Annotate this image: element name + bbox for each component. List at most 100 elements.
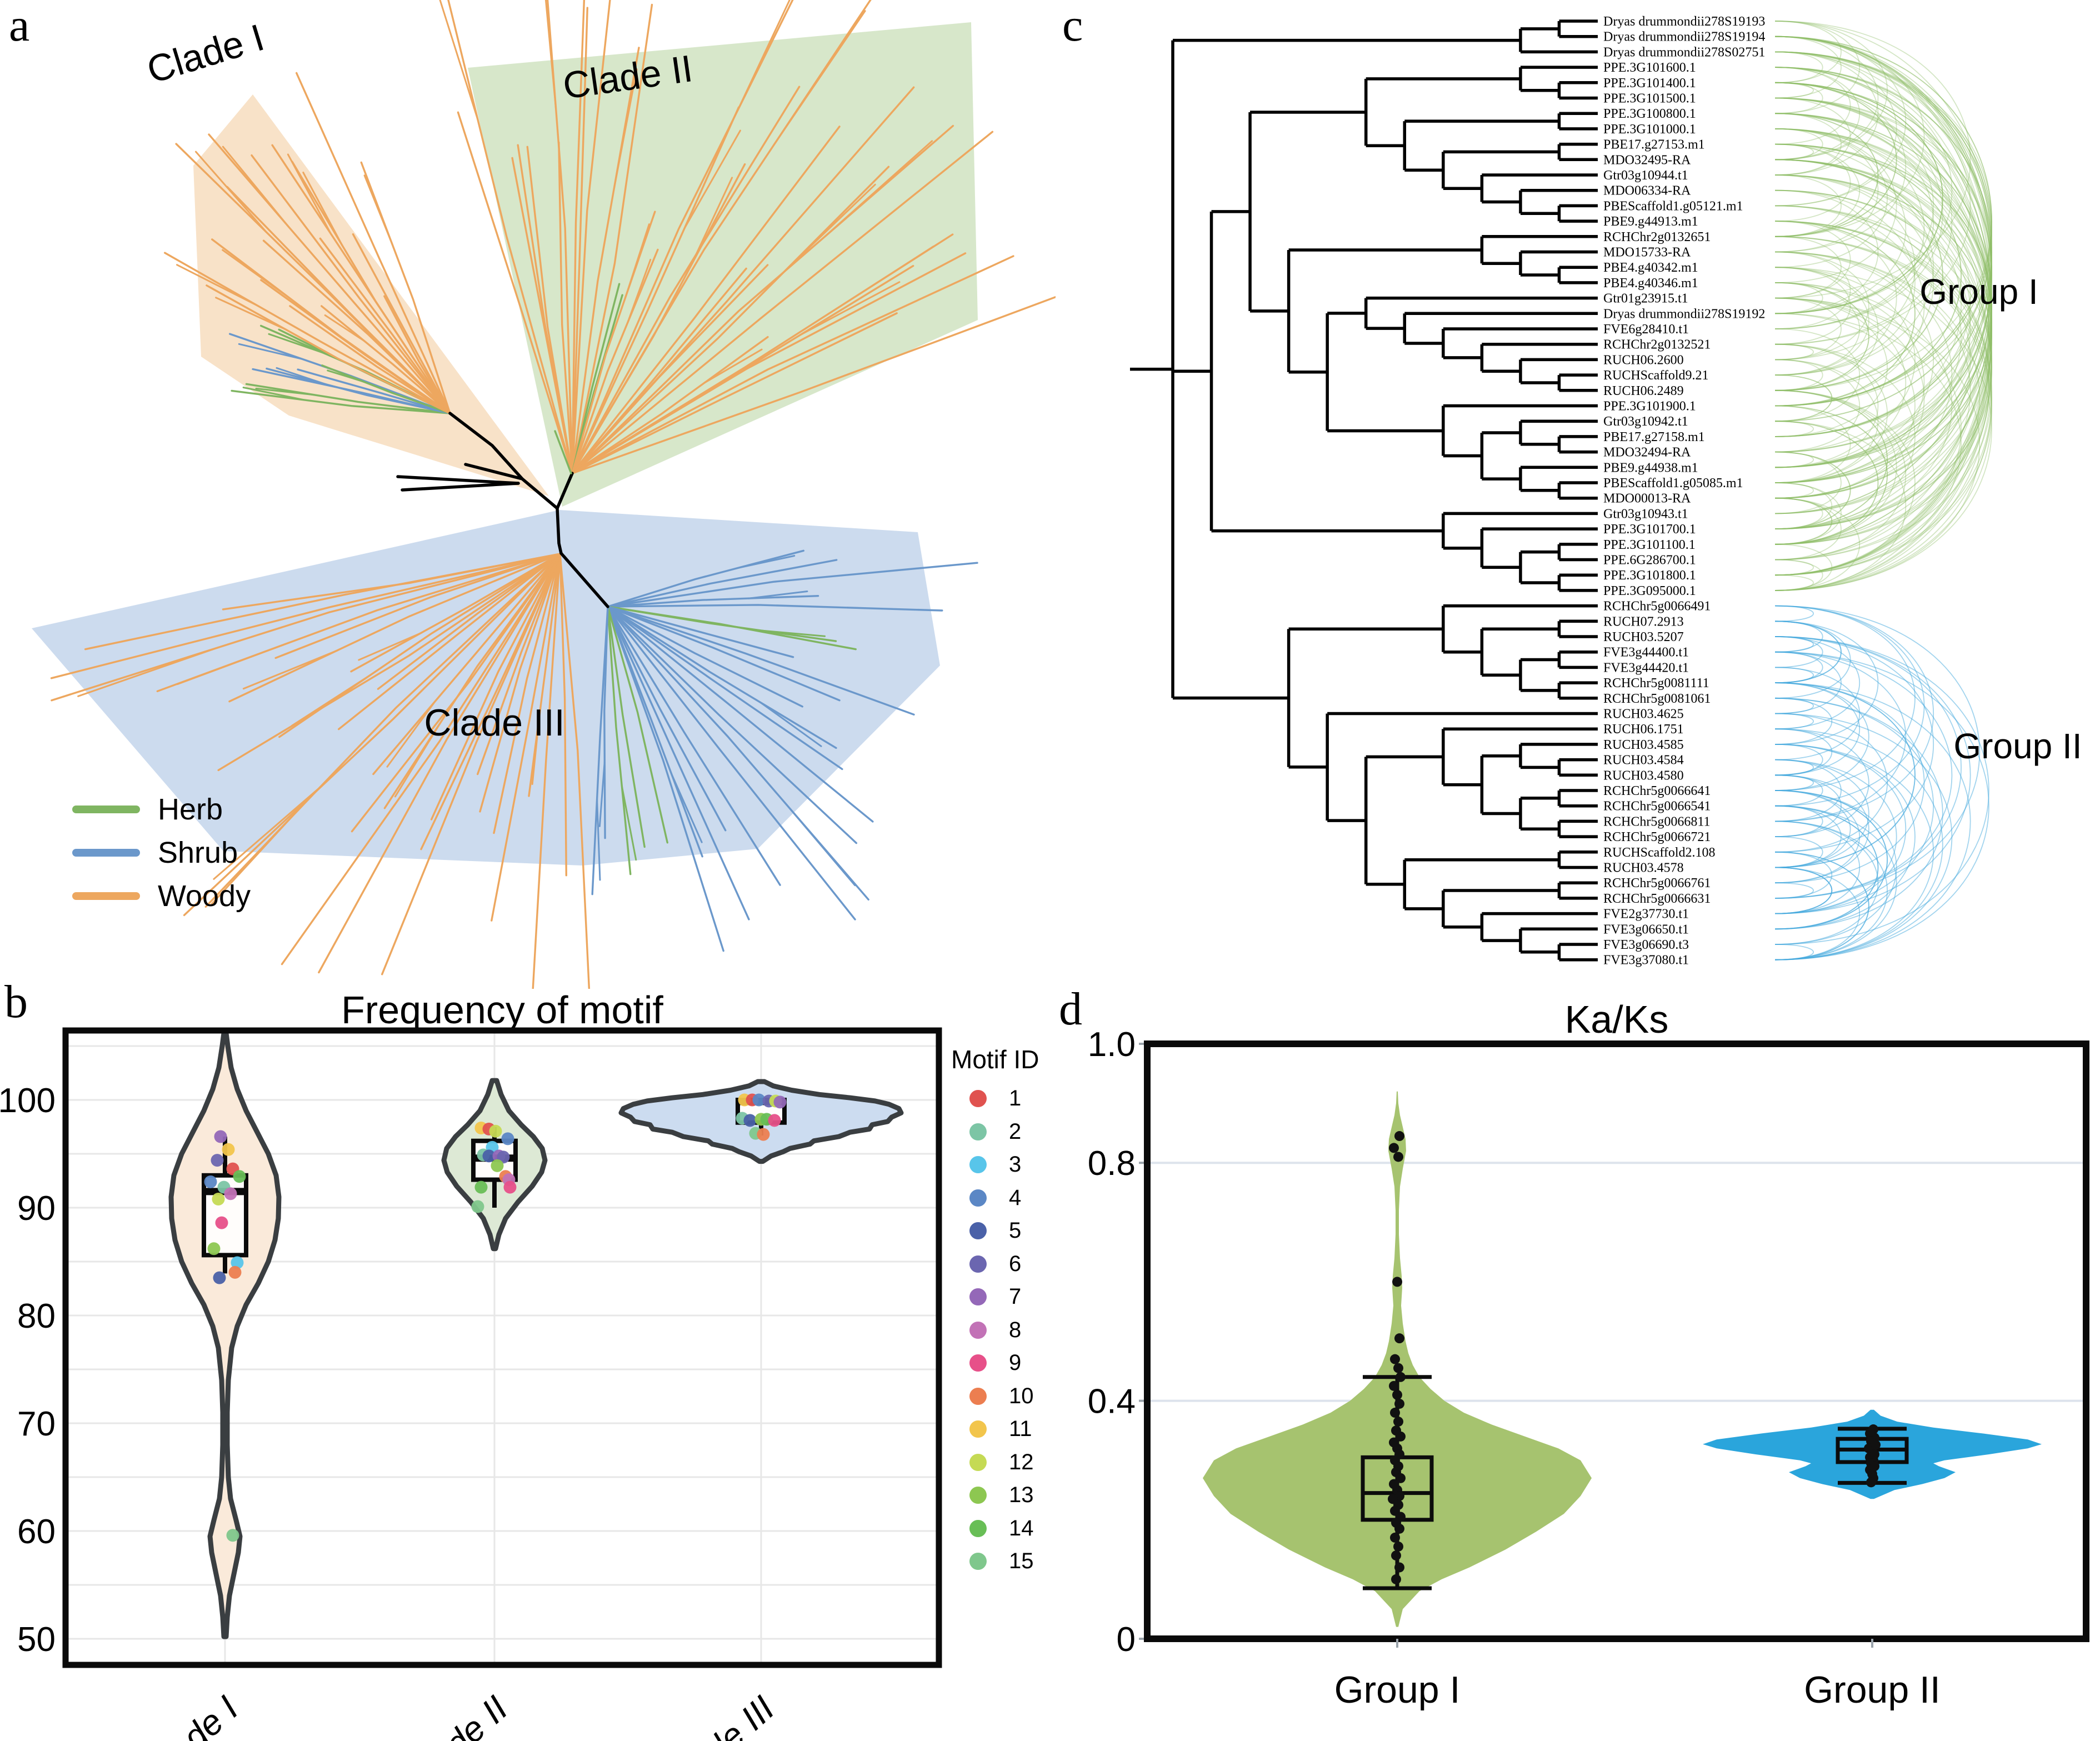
synteny-arc <box>1774 174 1962 437</box>
tree-branch <box>571 283 621 474</box>
synteny-arc <box>1774 36 1992 576</box>
legend-item-label: Woody <box>158 879 251 913</box>
motif-point <box>482 1149 496 1163</box>
backbone-branch <box>556 507 563 555</box>
motif-point <box>757 1128 770 1141</box>
data-point <box>1394 1333 1404 1344</box>
gene-label: RCHChr5g0066631 <box>1603 892 1711 906</box>
synteny-arc <box>1774 82 1943 314</box>
synteny-arc <box>1774 282 1953 529</box>
tree-branch <box>607 606 724 952</box>
synteny-arc <box>1774 651 1953 899</box>
tree-twig <box>703 348 763 384</box>
motif-id-label: 2 <box>1009 1119 1022 1144</box>
synteny-arc <box>1774 574 1814 591</box>
synteny-arc <box>1774 605 1980 899</box>
y-tick-label: 100 <box>0 1082 56 1120</box>
data-point <box>1390 1408 1400 1418</box>
tree-twig <box>324 314 366 342</box>
motif-id-label: 12 <box>1009 1449 1034 1474</box>
synteny-arc <box>1774 36 1925 237</box>
motif-point <box>233 1170 246 1183</box>
synteny-arc <box>1774 251 1869 361</box>
synteny-arc <box>1774 667 1814 683</box>
synteny-arc <box>1774 189 1971 468</box>
synteny-arc <box>1774 67 1992 591</box>
synteny-arc <box>1774 821 1888 960</box>
synteny-arc <box>1774 174 1989 483</box>
herb-line-swatch <box>72 806 140 813</box>
synteny-arc <box>1774 67 1861 161</box>
motif-legend-item: 12 <box>969 1450 1034 1475</box>
synteny-arc <box>1774 174 1971 453</box>
tree-branch <box>571 312 898 474</box>
tree-branch <box>350 553 561 673</box>
gene-label: FVE3g06650.t1 <box>1603 922 1689 937</box>
synteny-arc <box>1774 867 1861 960</box>
tree-branch <box>571 248 659 474</box>
synteny-arc <box>1774 51 1992 407</box>
synteny-arc <box>1774 297 1980 591</box>
synteny-arc <box>1774 159 1934 376</box>
gene-label: RUCHScaffold2.108 <box>1603 846 1716 860</box>
tree-branch <box>571 0 586 474</box>
tree-branch <box>296 72 451 414</box>
synteny-arc <box>1774 97 1992 514</box>
synteny-arc <box>1774 82 1992 468</box>
synteny-arc <box>1774 189 1992 529</box>
tree-twig <box>800 281 901 336</box>
tree-branch <box>591 606 609 895</box>
group-i-label: Group I <box>1919 272 2038 312</box>
synteny-arc <box>1774 343 1879 468</box>
motif-id-label: 7 <box>1009 1284 1022 1309</box>
synteny-arc <box>1774 36 1992 407</box>
synteny-arc <box>1774 282 1823 314</box>
data-point <box>1390 1532 1400 1543</box>
gene-label: MDO15733-RA <box>1603 246 1691 260</box>
synteny-arc <box>1774 636 1934 853</box>
synteny-arc <box>1774 697 1832 745</box>
synteny-arc <box>1774 374 1832 422</box>
y-tick-label: 80 <box>17 1297 56 1335</box>
tree-branch <box>318 553 561 974</box>
tree-branch <box>372 553 561 776</box>
synteny-arc <box>1774 159 1992 576</box>
synteny-arc <box>1774 236 1989 545</box>
synteny-arc <box>1774 559 1823 591</box>
synteny-arc <box>1774 236 1992 576</box>
synteny-arc <box>1774 389 1888 529</box>
synteny-arc <box>1774 36 1992 514</box>
tree-branch <box>532 553 561 989</box>
synteny-arc <box>1774 636 1971 914</box>
tree-twig <box>77 647 219 697</box>
motif-point <box>471 1200 484 1213</box>
synteny-arc <box>1774 621 1842 683</box>
synteny-arc <box>1774 636 1861 730</box>
data-point <box>1394 1131 1404 1142</box>
gene-label: FVE3g06690.t3 <box>1603 938 1689 952</box>
motif-color-dot <box>969 1189 987 1207</box>
synteny-arc <box>1774 805 1879 930</box>
tree-branch <box>430 553 561 821</box>
panel-b-title: Frequency of motif <box>341 988 663 1032</box>
data-point <box>1393 1541 1403 1552</box>
legend-item-shrub: Shrub <box>72 831 251 874</box>
synteny-arc <box>1774 867 1832 914</box>
tree-twig <box>759 701 822 747</box>
legend-item-herb: Herb <box>72 788 251 831</box>
synteny-arc <box>1774 636 1962 899</box>
motif-point <box>768 1114 781 1127</box>
synteny-arc <box>1774 143 1962 407</box>
synteny-arc <box>1774 805 1897 960</box>
y-tick-label: 70 <box>17 1405 56 1443</box>
synteny-arc <box>1774 128 1992 545</box>
tree-twig <box>613 68 638 189</box>
motif-color-dot <box>969 1387 987 1405</box>
gene-label: RUCH06.2600 <box>1603 353 1684 367</box>
synteny-arc <box>1774 267 1992 591</box>
synteny-arc <box>1774 128 1823 161</box>
synteny-arc <box>1774 189 1992 545</box>
motif-color-dot <box>969 1255 987 1273</box>
tree-branch <box>607 606 750 920</box>
tree-branch <box>291 161 451 414</box>
